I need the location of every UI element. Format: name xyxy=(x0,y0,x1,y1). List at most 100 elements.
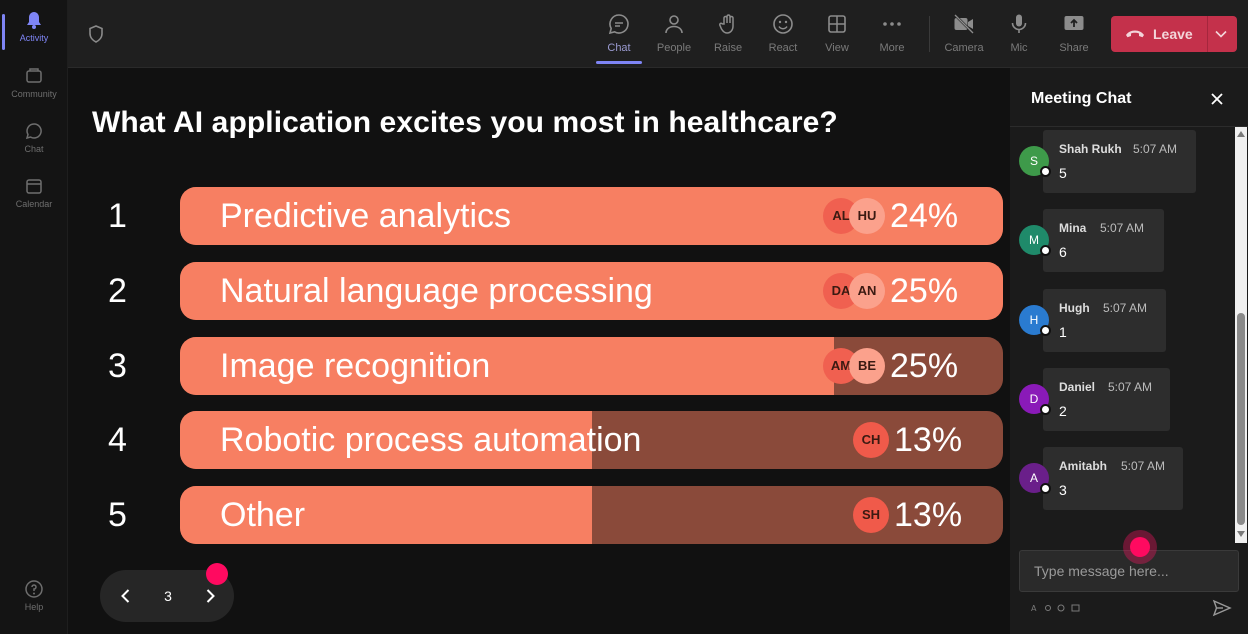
voter-chip: AN xyxy=(849,273,885,309)
presence-status xyxy=(1040,404,1051,415)
toolbar-divider xyxy=(929,16,930,52)
result-bar: Image recognition AM BE 25% xyxy=(180,337,1003,395)
leave-button-label: Leave xyxy=(1153,26,1193,42)
more-button[interactable]: More xyxy=(865,10,919,54)
message-text: 6 xyxy=(1059,244,1067,260)
share-button-label: Share xyxy=(1059,42,1089,54)
rail-item-label: Chat xyxy=(24,144,44,154)
message-time: 5:07 AM xyxy=(1108,380,1153,394)
avatar: S xyxy=(1019,146,1051,177)
result-bar: Natural language processing DA AN 25% xyxy=(180,262,1003,320)
chevron-left-icon[interactable] xyxy=(116,586,136,606)
poll-option-row: 5 Other SH 13% xyxy=(68,486,1010,544)
close-icon[interactable] xyxy=(1208,90,1226,108)
option-percent: 25% xyxy=(890,272,959,310)
result-bar-fill xyxy=(180,411,592,469)
poll-option-row: 1 Predictive analytics AL HU 24% xyxy=(68,187,1010,245)
share-button[interactable]: Share xyxy=(1047,10,1101,54)
chat-message-list[interactable]: Shah Rukh 5:07 AM 5 S Mina 5:07 AM 6 M H… xyxy=(1010,127,1234,543)
calendar-icon xyxy=(26,179,42,194)
rail-item-activity[interactable]: Activity xyxy=(0,10,68,50)
avatar: A xyxy=(1019,463,1051,494)
message-text: 2 xyxy=(1059,403,1067,419)
presence-status xyxy=(1040,483,1051,494)
raise-button-label: Raise xyxy=(713,42,743,54)
option-label: Other xyxy=(220,496,306,534)
avatar: M xyxy=(1019,225,1051,256)
people-icon xyxy=(665,15,683,34)
message-text: 1 xyxy=(1059,324,1067,340)
option-percent: 25% xyxy=(890,347,959,385)
chat-scrollbar[interactable] xyxy=(1235,127,1247,543)
people-button[interactable]: People xyxy=(647,10,701,54)
option-number: 3 xyxy=(108,347,127,385)
rail-item-help[interactable]: Help xyxy=(0,579,68,612)
pointer-indicator xyxy=(1123,530,1157,564)
option-label: Robotic process automation xyxy=(220,421,642,459)
message-time: 5:07 AM xyxy=(1121,459,1166,473)
presence-status xyxy=(1040,245,1051,256)
bell-icon xyxy=(27,12,41,29)
help-icon xyxy=(25,580,43,598)
message-time: 5:07 AM xyxy=(1103,301,1148,315)
rail-item-community[interactable]: Community xyxy=(0,66,68,99)
formatting-icons[interactable]: A xyxy=(1031,602,1091,614)
result-bar-fill xyxy=(180,486,592,544)
more-dots-icon xyxy=(883,22,901,26)
option-label: Predictive analytics xyxy=(220,197,512,235)
voter-chip: CH xyxy=(853,422,889,458)
shield-icon[interactable] xyxy=(86,24,106,44)
scrollbar-thumb[interactable] xyxy=(1237,313,1245,525)
camera-off-icon xyxy=(954,14,974,34)
pointer-indicator xyxy=(206,563,228,585)
people-button-label: People xyxy=(656,42,692,54)
poll-results-panel: What AI application excites you most in … xyxy=(68,68,1010,634)
avatar: H xyxy=(1019,305,1051,336)
avatar: D xyxy=(1019,384,1051,415)
voter-chip: SH xyxy=(853,497,889,533)
scroll-down-arrow-icon[interactable] xyxy=(1237,531,1245,537)
view-button-label: View xyxy=(825,42,849,54)
react-button[interactable]: React xyxy=(756,10,810,54)
chat-button-label: Chat xyxy=(607,42,631,54)
message-bubble: Hugh 5:07 AM 1 xyxy=(1043,289,1166,352)
result-bar: Other SH 13% xyxy=(180,486,1003,544)
send-icon[interactable] xyxy=(1212,599,1232,617)
svg-text:A: A xyxy=(1031,604,1037,613)
sender-name: Mina xyxy=(1059,221,1087,235)
camera-button[interactable]: Camera xyxy=(937,10,991,54)
option-percent: 13% xyxy=(894,421,963,459)
chevron-right-icon[interactable] xyxy=(200,586,220,606)
result-bar-fill xyxy=(180,337,835,395)
microphone-icon xyxy=(1011,14,1027,33)
chat-button[interactable]: Chat xyxy=(592,10,646,64)
meeting-toolbar: Chat People Raise React View More Camera… xyxy=(68,0,1248,68)
page-number: 3 xyxy=(164,588,172,604)
mic-button[interactable]: Mic xyxy=(992,10,1046,54)
rail-item-chat[interactable]: Chat xyxy=(0,121,68,154)
leave-button[interactable]: Leave xyxy=(1111,16,1237,52)
grid-view-icon xyxy=(828,15,846,33)
rail-item-calendar[interactable]: Calendar xyxy=(0,176,68,209)
scroll-up-arrow-icon[interactable] xyxy=(1237,131,1245,137)
poll-option-row: 3 Image recognition AM BE 25% xyxy=(68,337,1010,395)
option-number: 5 xyxy=(108,496,127,534)
chat-message-input[interactable] xyxy=(1019,550,1239,592)
result-bar: Predictive analytics AL HU 24% xyxy=(180,187,1003,245)
react-button-label: React xyxy=(768,42,798,54)
poll-question: What AI application excites you most in … xyxy=(92,106,838,139)
poll-option-row: 2 Natural language processing DA AN 25% xyxy=(68,262,1010,320)
message-bubble: Amitabh 5:07 AM 3 xyxy=(1043,447,1183,510)
view-button[interactable]: View xyxy=(810,10,864,54)
divider xyxy=(1010,126,1248,127)
rail-item-label: Activity xyxy=(19,33,49,43)
raise-hand-button[interactable]: Raise xyxy=(701,10,755,54)
message-bubble: Mina 5:07 AM 6 xyxy=(1043,209,1164,272)
sender-name: Hugh xyxy=(1059,301,1090,315)
mic-button-label: Mic xyxy=(1010,42,1028,54)
message-text: 3 xyxy=(1059,482,1067,498)
message-text: 5 xyxy=(1059,165,1067,181)
option-percent: 13% xyxy=(894,496,963,534)
chevron-down-icon[interactable] xyxy=(1213,27,1229,41)
message-time: 5:07 AM xyxy=(1133,142,1178,156)
